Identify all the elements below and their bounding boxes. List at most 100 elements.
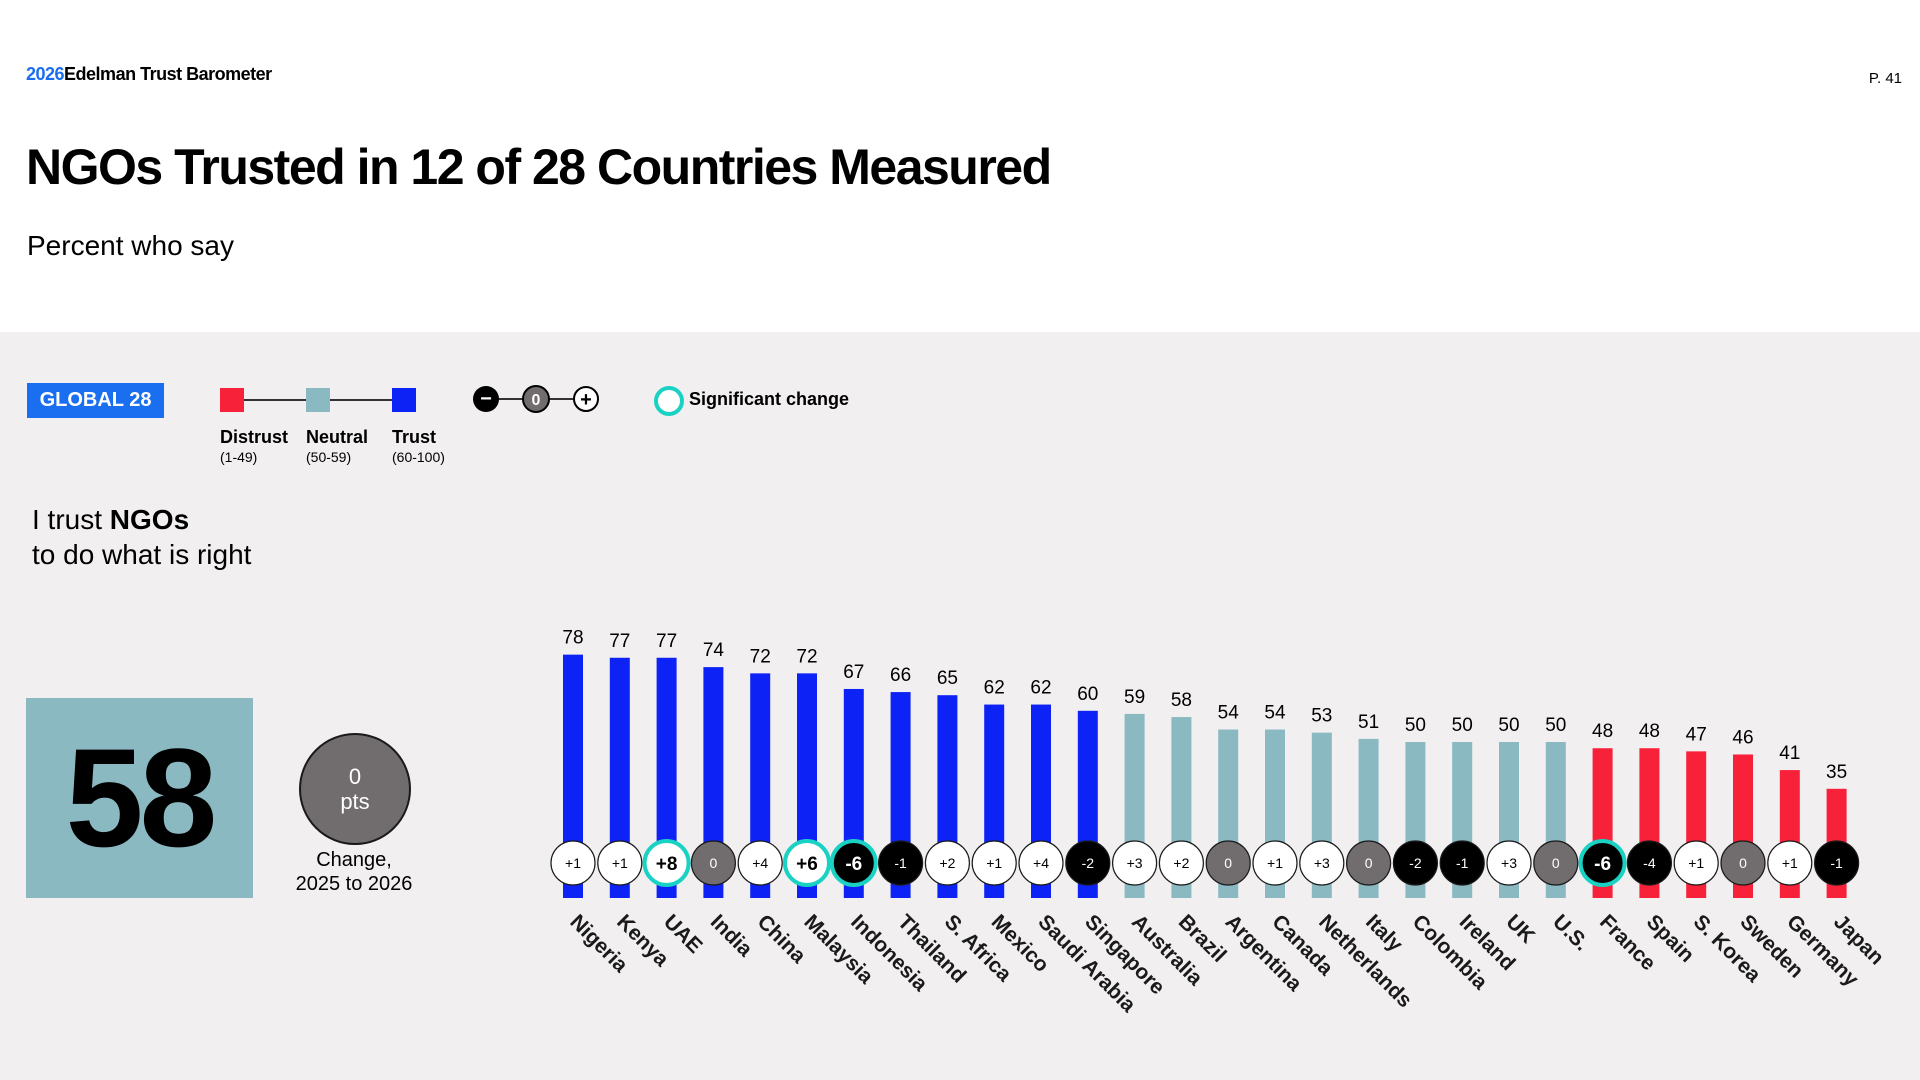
value-label-25: 46	[1732, 727, 1753, 748]
change-badge-19	[1439, 840, 1485, 886]
change-label-11: -2	[1082, 855, 1095, 871]
value-label-3: 74	[703, 640, 725, 661]
value-label-10: 62	[1030, 678, 1051, 699]
value-label-0: 78	[562, 628, 583, 649]
change-label-26: +1	[1782, 855, 1798, 871]
value-label-24: 47	[1686, 724, 1707, 745]
global-change-caption: Change, 2025 to 2026	[274, 848, 434, 896]
change-label-21: 0	[1552, 855, 1560, 871]
change-label-3: 0	[710, 855, 718, 871]
question-subject: NGOs	[109, 504, 190, 535]
bar-1	[609, 657, 630, 898]
question-prefix: I trust	[32, 504, 110, 535]
change-label-0: +1	[565, 855, 581, 871]
change-badge-14	[1205, 840, 1251, 886]
value-label-20: 50	[1498, 715, 1519, 736]
value-label-22: 48	[1592, 721, 1613, 742]
value-label-7: 66	[890, 665, 911, 686]
change-badge-6	[829, 839, 878, 887]
change-label-13: +2	[1173, 855, 1189, 871]
change-badge-13	[1158, 840, 1205, 886]
bar-2	[656, 657, 677, 898]
plus-symbol: +	[580, 389, 592, 411]
value-label-11: 60	[1077, 684, 1098, 705]
value-label-6: 67	[843, 662, 864, 683]
change-badge-4	[737, 840, 783, 886]
change-label-2: +8	[656, 854, 678, 875]
legend-swatch-distrust	[220, 388, 244, 412]
change-label-8: +2	[939, 855, 955, 871]
value-label-5: 72	[796, 646, 817, 667]
change-label-19: -1	[1456, 855, 1469, 871]
change-badge-1	[597, 840, 643, 886]
change-badge-12	[1111, 840, 1158, 886]
survey-question: I trust NGOs to do what is right	[32, 502, 251, 572]
value-label-27: 35	[1826, 762, 1847, 783]
change-label-9: +1	[986, 855, 1002, 871]
global-badge: GLOBAL 28	[27, 383, 164, 418]
change-label-10: +4	[1033, 855, 1049, 871]
change-label-4: +4	[752, 855, 768, 871]
zero-symbol: 0	[532, 392, 541, 409]
value-label-1: 77	[609, 631, 630, 652]
value-label-18: 50	[1405, 715, 1426, 736]
legend-range-distrust: (1-49)	[220, 449, 258, 465]
change-symbol-legend: − 0 +	[473, 385, 599, 413]
change-badge-11	[1065, 840, 1111, 886]
global-change-circle: 0 pts	[299, 733, 411, 845]
category-label-21: U.S.	[1548, 910, 1593, 955]
page-title: NGOs Trusted in 12 of 28 Countries Measu…	[26, 139, 1052, 195]
significant-change-icon	[654, 386, 684, 416]
legend-label-neutral: Neutral	[306, 427, 369, 447]
category-label-4: China	[753, 910, 811, 968]
change-label-18: -2	[1409, 855, 1422, 871]
change-badge-3	[690, 840, 737, 886]
value-label-4: 72	[750, 646, 771, 667]
change-badge-10	[1018, 840, 1064, 886]
change-badge-2	[642, 839, 691, 887]
question-suffix: to do what is right	[32, 539, 252, 570]
change-label-20: +3	[1501, 855, 1517, 871]
change-badge-15	[1252, 840, 1298, 886]
value-label-21: 50	[1545, 715, 1566, 736]
value-label-12: 59	[1124, 687, 1145, 708]
value-label-16: 53	[1311, 706, 1332, 727]
change-label-14: 0	[1224, 855, 1232, 871]
change-badge-25	[1720, 840, 1766, 886]
change-badge-20	[1486, 840, 1532, 886]
value-label-19: 50	[1452, 715, 1473, 736]
value-label-15: 54	[1264, 703, 1286, 724]
value-label-23: 48	[1639, 721, 1660, 742]
change-badge-16	[1299, 840, 1345, 886]
change-badge-9	[971, 840, 1017, 886]
change-label-1: +1	[612, 855, 628, 871]
global-change-unit: pts	[340, 789, 370, 814]
change-badge-27	[1813, 840, 1860, 886]
legend-range-trust: (60-100)	[392, 449, 445, 465]
change-badge-7	[877, 840, 924, 886]
change-label-27: -1	[1830, 855, 1843, 871]
change-label-5: +6	[796, 854, 818, 875]
significant-change-label: Significant change	[689, 389, 850, 409]
change-label-24: +1	[1688, 855, 1704, 871]
category-label-20: UK	[1501, 910, 1539, 948]
change-badge-22	[1578, 839, 1627, 887]
change-label-7: -1	[894, 855, 907, 871]
value-label-26: 41	[1779, 743, 1800, 764]
page-subtitle: Percent who say	[27, 230, 234, 261]
change-label-17: 0	[1365, 855, 1373, 871]
bar-3	[703, 667, 724, 898]
global-score: 58	[26, 698, 253, 898]
value-label-2: 77	[656, 631, 677, 652]
value-label-9: 62	[984, 678, 1005, 699]
change-badge-5	[783, 839, 831, 887]
legend-swatch-neutral	[306, 388, 330, 412]
bar-0	[563, 654, 583, 898]
change-badge-26	[1767, 840, 1813, 886]
change-label-15: +1	[1267, 855, 1283, 871]
value-label-13: 58	[1171, 690, 1192, 711]
change-caption-line2: 2025 to 2026	[295, 873, 413, 895]
change-badge-8	[924, 840, 971, 886]
value-label-14: 54	[1218, 703, 1240, 724]
